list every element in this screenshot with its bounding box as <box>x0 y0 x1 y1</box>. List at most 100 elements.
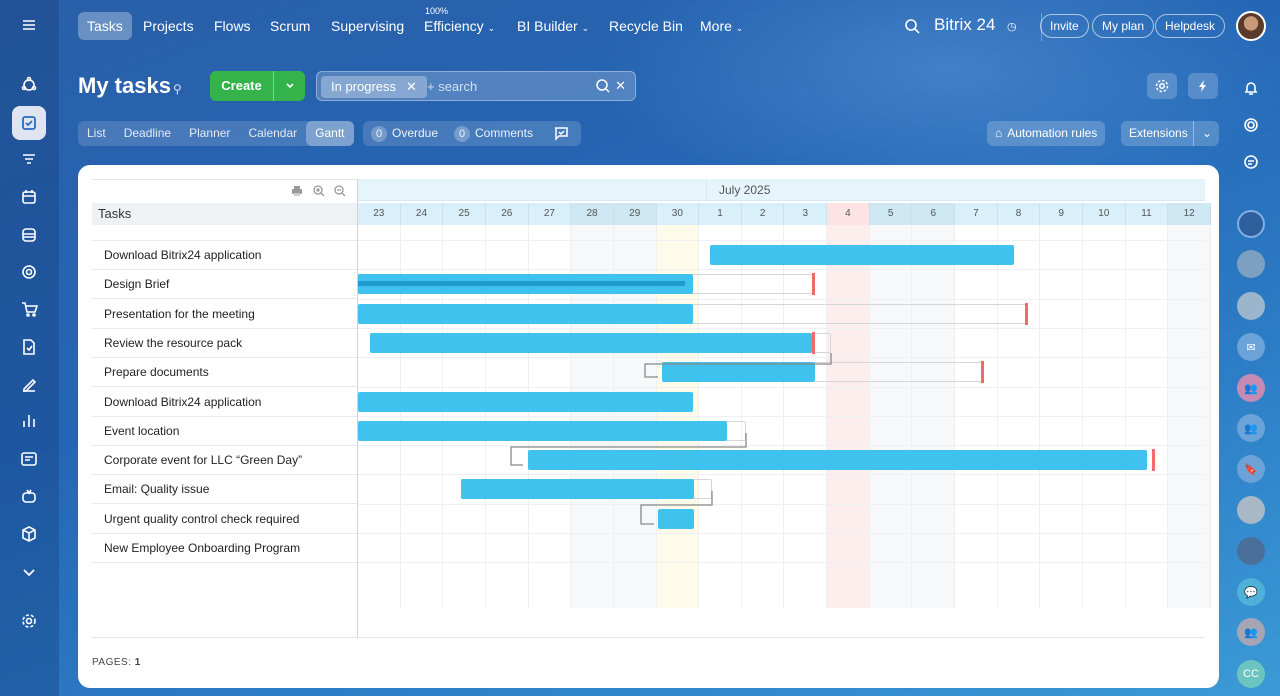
deadline-marker[interactable] <box>812 273 815 296</box>
contact-avatar[interactable] <box>1237 250 1265 278</box>
nav-efficiency[interactable]: Efficiency ⌄ <box>415 12 504 40</box>
task-bar[interactable] <box>662 362 815 383</box>
nav-projects[interactable]: Projects <box>143 18 194 34</box>
contact-initials-avatar[interactable]: CC <box>1237 660 1265 688</box>
copilot-icon[interactable] <box>12 479 46 513</box>
documents-icon[interactable] <box>12 330 46 364</box>
invite-button[interactable]: Invite <box>1040 14 1089 38</box>
brand-logo[interactable]: Bitrix 24 <box>934 15 996 34</box>
task-row[interactable]: Corporate event for LLC “Green Day” <box>92 446 357 476</box>
analytics-icon[interactable] <box>12 404 46 438</box>
task-row[interactable]: Download Bitrix24 application <box>92 241 357 270</box>
task-bar[interactable] <box>710 245 1014 265</box>
crm-icon[interactable] <box>12 143 46 177</box>
deadline-marker[interactable] <box>812 331 815 354</box>
zoom-out-icon[interactable] <box>334 184 346 197</box>
extensions-button[interactable]: Extensions ⌄ <box>1121 121 1219 146</box>
feed-icon[interactable] <box>12 68 46 102</box>
tab-calendar[interactable]: Calendar <box>248 126 298 140</box>
nav-flows[interactable]: Flows <box>214 18 251 34</box>
user-avatar[interactable] <box>1236 11 1266 41</box>
clear-icon[interactable]: ✕ <box>615 78 626 93</box>
deadline-marker[interactable] <box>1152 449 1155 472</box>
task-bar[interactable] <box>358 420 727 441</box>
calendar-icon[interactable] <box>12 180 46 214</box>
overdue-count: 0 <box>371 126 387 142</box>
task-bar[interactable] <box>370 332 812 353</box>
tab-deadline[interactable]: Deadline <box>123 126 172 140</box>
nav-tasks[interactable]: Tasks <box>78 12 132 40</box>
bookmark-icon[interactable]: 🔖 <box>1237 455 1265 483</box>
settings-gear-icon[interactable] <box>12 604 46 638</box>
zoom-in-icon[interactable] <box>313 184 325 197</box>
chat-icon[interactable] <box>1237 148 1265 176</box>
deadline-marker[interactable] <box>981 361 984 384</box>
shop-cart-icon[interactable] <box>12 292 46 326</box>
tab-gantt[interactable]: Gantt <box>306 121 354 146</box>
drive-icon[interactable] <box>12 218 46 252</box>
close-icon[interactable]: ✕ <box>406 79 417 94</box>
task-row[interactable]: Email: Quality issue <box>92 475 357 505</box>
clock-icon[interactable]: ◷ <box>1007 21 1017 33</box>
task-bar[interactable] <box>658 508 694 529</box>
group-chat-icon[interactable]: 👥 <box>1237 618 1265 646</box>
goals-icon[interactable] <box>12 255 46 289</box>
helpdesk-button[interactable]: Helpdesk <box>1155 14 1226 38</box>
bell-icon[interactable] <box>1237 74 1265 102</box>
task-bar[interactable] <box>528 450 1147 471</box>
task-row[interactable]: Presentation for the meeting <box>92 300 357 329</box>
tab-planner[interactable]: Planner <box>189 126 231 140</box>
goals-target-icon[interactable] <box>1237 111 1265 139</box>
task-row[interactable]: Design Brief <box>92 270 357 300</box>
nav-bi-builder[interactable]: BI Builder ⌄ <box>508 12 598 40</box>
automation-rules-button[interactable]: ⌂ Automation rules <box>987 121 1106 146</box>
task-row[interactable]: Download Bitrix24 application <box>92 388 357 417</box>
task-row[interactable]: Event location <box>92 417 357 446</box>
task-row[interactable]: Urgent quality control check required <box>92 505 357 534</box>
gantt-body <box>358 225 1211 608</box>
reports-icon[interactable] <box>12 442 46 476</box>
deadline-marker[interactable] <box>1025 302 1028 325</box>
search-icon[interactable] <box>595 78 611 99</box>
nav-recycle-bin[interactable]: Recycle Bin <box>609 18 683 34</box>
contact-avatar[interactable] <box>1237 537 1265 565</box>
contact-avatar[interactable] <box>1237 496 1265 524</box>
tab-list[interactable]: List <box>87 126 106 140</box>
tasks-icon[interactable] <box>12 106 46 140</box>
pin-icon[interactable]: ⚲ <box>173 82 182 96</box>
menu-icon[interactable] <box>12 8 46 42</box>
chat-bubble-icon[interactable]: 💬 <box>1237 578 1265 606</box>
create-button[interactable]: Create <box>210 71 305 101</box>
filter-chip[interactable]: In progress ✕ <box>321 76 427 98</box>
comments-counter[interactable]: 0 Comments <box>454 121 533 146</box>
settings-gear-button[interactable] <box>1147 73 1177 99</box>
lightning-icon[interactable] <box>1188 73 1218 99</box>
market-box-icon[interactable] <box>12 517 46 551</box>
mail-icon[interactable]: ✉ <box>1237 333 1265 361</box>
nav-scrum[interactable]: Scrum <box>270 18 311 34</box>
task-row[interactable]: Prepare documents <box>92 358 357 388</box>
search-input[interactable]: + search <box>427 79 478 94</box>
my-plan-button[interactable]: My plan <box>1092 14 1155 38</box>
task-row[interactable]: New Employee Onboarding Program <box>92 534 357 563</box>
create-button-label: Create <box>210 71 274 101</box>
filter-search-box[interactable]: In progress ✕ + search ✕ <box>316 71 636 101</box>
nav-more[interactable]: More ⌄ <box>691 12 752 40</box>
overdue-counter[interactable]: 0 Overdue <box>371 121 438 146</box>
task-bar[interactable] <box>358 303 693 324</box>
print-icon[interactable] <box>291 184 303 196</box>
gantt-divider[interactable] <box>357 179 358 638</box>
contact-avatar[interactable] <box>1237 292 1265 320</box>
task-bar[interactable] <box>461 479 694 500</box>
task-bar[interactable] <box>358 391 693 412</box>
chevron-down-icon[interactable] <box>12 555 46 589</box>
task-row[interactable]: Review the resource pack <box>92 329 357 358</box>
contact-avatar[interactable] <box>1237 210 1265 238</box>
group-chat-icon[interactable]: 👥 <box>1237 374 1265 402</box>
chevron-down-icon[interactable] <box>274 71 305 101</box>
sign-icon[interactable] <box>12 367 46 401</box>
group-chat-icon[interactable]: 👥 <box>1237 414 1265 442</box>
nav-supervising[interactable]: Supervising <box>331 18 405 34</box>
search-icon[interactable] <box>903 17 921 35</box>
read-all-icon[interactable] <box>553 125 569 146</box>
